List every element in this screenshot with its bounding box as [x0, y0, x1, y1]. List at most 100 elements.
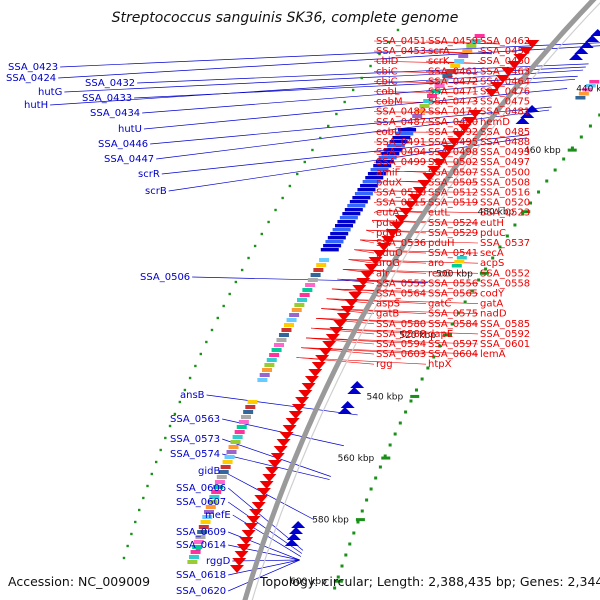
gene-label-reverse: SSA_0487	[376, 117, 426, 128]
outer-dot	[142, 496, 145, 500]
gene-label-forward: SSA_0432	[85, 78, 135, 89]
gene-label-reverse: SSA_0520	[480, 198, 530, 209]
leader-line-forward	[143, 88, 568, 130]
reverse-gene-arrow	[244, 523, 259, 531]
gene-label-forward: SSA_0563	[170, 414, 220, 425]
topology-text: Topology: circular; Length: 2,388,435 bp…	[259, 574, 600, 589]
scale-dot	[570, 146, 574, 150]
gene-label-reverse: SSA_0493	[480, 147, 530, 158]
outer-dot	[134, 520, 137, 524]
forward-gene-block	[349, 200, 368, 204]
scale-dot	[432, 355, 436, 359]
category-strip	[197, 530, 208, 534]
forward-gene-block	[395, 132, 414, 136]
scale-dot	[404, 410, 408, 414]
category-strip	[423, 99, 434, 103]
forward-gene-block	[389, 140, 408, 144]
reverse-gene-arrow	[340, 306, 355, 314]
leader-line-reverse	[373, 190, 391, 193]
leader-line-reverse	[360, 239, 375, 244]
category-strip	[419, 104, 430, 108]
reverse-gene-arrow	[234, 551, 249, 559]
reverse-gene-arrow	[249, 509, 264, 517]
category-strip	[575, 96, 586, 100]
outer-dot	[150, 472, 153, 476]
forward-gene-block	[347, 204, 366, 208]
forward-gene-block	[320, 248, 339, 252]
category-strip	[269, 353, 280, 357]
scale-dot	[598, 113, 600, 117]
category-strip	[245, 405, 256, 409]
scale-dot	[414, 388, 418, 392]
gene-label-reverse: SSA_0480	[428, 117, 478, 128]
reverse-gene-arrow	[251, 502, 266, 510]
scale-dot	[484, 267, 488, 271]
category-strip	[220, 465, 231, 469]
gene-label-reverse: SSA_0603	[376, 349, 426, 360]
scale-dot	[344, 553, 348, 557]
reverse-gene-arrow	[398, 208, 413, 216]
gene-label-reverse: amiF	[376, 167, 401, 178]
reverse-gene-arrow	[408, 194, 423, 202]
gene-label-reverse: aro	[428, 258, 444, 269]
gene-label-reverse: SSA_0565	[428, 289, 478, 300]
outer-dot	[253, 244, 257, 248]
gene-label-reverse: SSA_0553	[376, 278, 426, 289]
scale-dot	[505, 234, 509, 238]
category-strip	[319, 258, 330, 262]
leader-line-reverse	[468, 81, 479, 84]
reverse-gene-arrow	[344, 299, 359, 307]
reverse-gene-arrow	[267, 460, 282, 468]
leader-line-reverse	[306, 337, 427, 345]
category-strip	[474, 34, 485, 38]
gene-label-reverse: SSA_0488	[480, 137, 530, 148]
forward-gene-block	[370, 168, 389, 172]
scale-dot	[365, 498, 369, 502]
leader-line-reverse	[348, 259, 375, 264]
outer-dot	[122, 556, 126, 560]
gene-label-reverse: SSA_0476	[480, 87, 530, 98]
category-strip	[207, 500, 218, 504]
scale-dot	[553, 168, 557, 172]
gene-label-reverse: SSA_0601	[480, 339, 530, 350]
scale-dot	[537, 190, 541, 194]
gene-label-reverse: SSA_0502	[428, 157, 478, 168]
outer-dot	[234, 280, 238, 284]
reverse-gene-arrow	[385, 229, 400, 237]
forward-gene-block	[386, 144, 405, 148]
gene-label-reverse: dapE	[428, 329, 453, 340]
category-strip	[213, 485, 224, 489]
reverse-gene-arrow	[484, 89, 499, 97]
scale-label: 540 kbp	[367, 392, 404, 402]
outer-dot	[351, 88, 355, 92]
leader-line-reverse	[425, 50, 492, 55]
category-strip	[302, 288, 313, 292]
outer-dot	[396, 28, 400, 32]
outer-dot	[126, 544, 129, 548]
gene-label-reverse: SSA_0580	[376, 319, 426, 330]
leader-line-reverse	[360, 239, 479, 244]
category-strip	[230, 440, 241, 444]
category-strip	[218, 470, 229, 474]
scale-tick	[381, 456, 391, 460]
category-strip	[236, 425, 247, 429]
category-strip	[204, 510, 215, 514]
forward-gene-arrow	[284, 539, 299, 546]
gene-label-reverse: gatC	[428, 299, 451, 310]
category-strip	[582, 88, 593, 92]
reverse-gene-arrow	[246, 516, 261, 524]
leader-line-forward	[142, 78, 576, 114]
reverse-gene-arrow	[352, 285, 367, 293]
category-strip	[291, 308, 302, 312]
outer-dot	[319, 136, 322, 140]
gene-label-forward: SSA_0574	[170, 449, 220, 460]
category-strip	[427, 94, 438, 98]
reverse-gene-arrow	[356, 278, 371, 286]
reverse-gene-arrow	[417, 180, 432, 188]
scale-label: 440 kbp	[576, 85, 600, 95]
leader-line-reverse	[301, 347, 375, 355]
scale-dot	[393, 432, 397, 436]
leader-line-forward	[227, 487, 304, 551]
forward-gene-arrow	[525, 105, 540, 112]
